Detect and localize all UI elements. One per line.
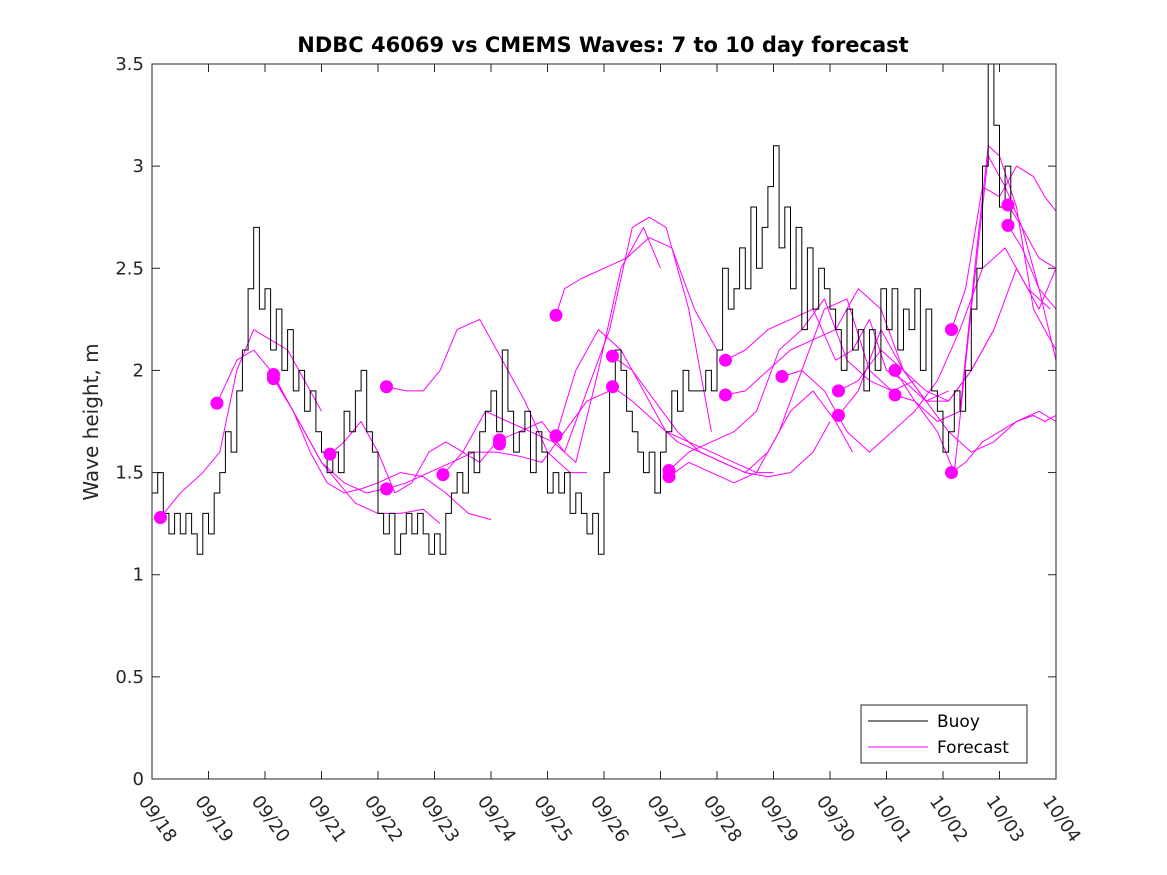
forecast-line (668, 298, 893, 471)
y-tick-label: 3.5 (115, 54, 144, 75)
forecast-marker (944, 323, 958, 337)
plot-area (152, 64, 1056, 779)
y-tick-label: 3 (133, 156, 144, 177)
legend: Buoy Forecast (860, 704, 1028, 764)
forecast-marker (379, 380, 393, 394)
forecast-line (442, 226, 661, 475)
forecast-line (951, 165, 1057, 330)
forecast-marker (153, 511, 167, 525)
forecast-marker (605, 349, 619, 363)
forecast-line (951, 414, 1057, 474)
forecast-line (612, 386, 854, 474)
forecast-marker (831, 384, 845, 398)
forecast-line (1007, 225, 1057, 310)
forecast-line (499, 216, 712, 453)
forecast-line (273, 378, 492, 521)
forecast-marker (775, 370, 789, 384)
forecast-marker (1001, 198, 1015, 212)
forecast-marker (605, 380, 619, 394)
chart-title: NDBC 46069 vs CMEMS Waves: 7 to 10 day f… (297, 33, 908, 57)
forecast-line (273, 374, 441, 524)
y-axis-label: Wave height, m (79, 343, 103, 500)
forecast-marker (210, 396, 224, 410)
forecast-marker (718, 353, 732, 367)
legend-buoy-label: Buoy (937, 712, 980, 732)
buoy-line (152, 63, 1012, 555)
forecast-line (725, 308, 949, 402)
forecast-line (386, 318, 587, 474)
forecast-line (386, 390, 610, 490)
forecast-marker (549, 429, 563, 443)
forecast-marker (944, 466, 958, 480)
forecast-marker (379, 482, 393, 496)
plot-frame (151, 63, 1057, 780)
forecast-line (838, 267, 1057, 402)
series-layer (152, 63, 1057, 555)
forecast-marker (662, 470, 676, 484)
forecast-line (894, 155, 1057, 474)
forecast-marker (323, 447, 337, 461)
y-tick-label: 1 (133, 565, 144, 586)
forecast-marker (1001, 218, 1015, 232)
y-tick-label: 1.5 (115, 463, 144, 484)
forecast-marker (718, 388, 732, 402)
y-tick-label: 2 (133, 360, 144, 381)
forecast-line (1007, 204, 1057, 269)
forecast-marker (549, 308, 563, 322)
forecast-marker (888, 363, 902, 377)
forecast-line (668, 298, 916, 484)
forecast-marker (831, 408, 845, 422)
marker-layer (153, 198, 1015, 525)
forecast-marker (436, 468, 450, 482)
legend-forecast-label: Forecast (937, 738, 1009, 758)
y-tick-label: 0.5 (115, 667, 144, 688)
legend-box (860, 704, 1028, 764)
forecast-line (781, 247, 1051, 453)
forecast-line (555, 237, 718, 351)
y-tick-label: 2.5 (115, 258, 144, 279)
forecast-marker (888, 388, 902, 402)
forecast-marker (492, 437, 506, 451)
y-tick-label: 0 (133, 769, 144, 790)
axis-ticks (151, 63, 1057, 780)
forecast-marker (266, 372, 280, 386)
